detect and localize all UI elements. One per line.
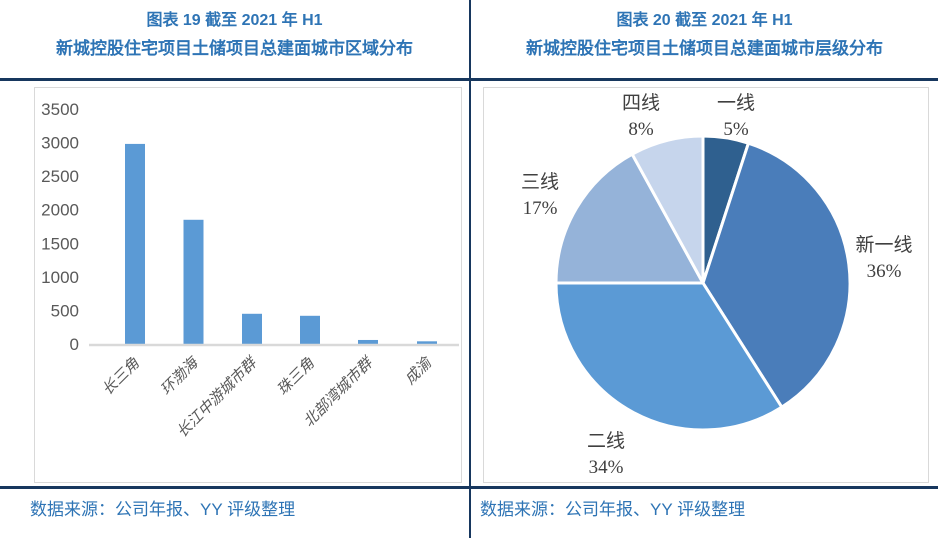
pie-slice [701,141,852,409]
y-axis-tick-label: 3000 [41,134,79,153]
pie-chart-area: 一线 5% 新一线 36% 二线 34% 三线 17% 四线 8% [483,87,929,483]
panel-divider [469,0,471,538]
figure-19-caption: 图表 19 截至 2021 年 H1 [146,12,323,29]
bar [183,219,204,344]
pie-slice [554,281,784,432]
x-axis-category-label: 珠三角 [274,354,319,399]
x-axis-category-label: 成渝 [402,353,437,388]
footer-rule-left [0,486,469,489]
y-axis-tick-label: 500 [51,301,79,320]
pie-slice-label: 四线 8% [622,92,660,140]
footer-rule-right [471,486,938,489]
y-axis-tick-label: 1000 [41,268,79,287]
pie-slice [554,152,705,285]
source-note-left: 数据来源：公司年报、YY 评级整理 [30,500,296,519]
title-rule-right [471,78,938,81]
pie-slice [630,134,705,285]
bar [242,313,262,344]
figure-20-panel: 图表 20 截至 2021 年 H1 新城控股住宅项目土储项目总建面城市层级分布… [471,0,938,538]
y-axis-tick-label: 2500 [41,167,79,186]
figure-19-panel: 图表 19 截至 2021 年 H1 新城控股住宅项目土储项目总建面城市区域分布… [0,8,469,519]
pie-slice-label: 二线 34% [587,430,625,478]
y-axis-tick-label: 2000 [41,201,79,220]
figure-20-subtitle: 新城控股住宅项目土储项目总建面城市层级分布 [526,39,883,58]
bar-chart-area: 0 500 1000 1500 2000 2500 3000 3500 长三角 环渤海 长江中游城市… [34,87,462,483]
figure-19-subtitle: 新城控股住宅项目土储项目总建面城市区域分布 [56,39,413,58]
figure-19-title: 图表 19 截至 2021 年 H1 新城控股住宅项目土储项目总建面城市区域分布 [0,8,469,64]
x-axis-category-label: 环渤海 [157,353,202,398]
y-axis-tick-label: 1500 [41,234,79,253]
bar [300,315,320,344]
y-axis-tick-label: 3500 [41,100,79,119]
pie-chart: 一线 5% 新一线 36% 二线 34% 三线 17% 四线 8% [521,92,913,478]
pie-slice-label: 新一线 36% [855,234,912,282]
bar [358,339,378,344]
y-axis-tick-label: 0 [70,335,79,354]
bar [125,143,145,344]
source-note-right: 数据来源：公司年报、YY 评级整理 [480,500,746,519]
bar [417,341,437,344]
figure-20-caption: 图表 20 截至 2021 年 H1 [616,12,793,29]
pie-slice-label: 三线 17% [521,171,559,219]
title-rule-left [0,78,469,81]
figure-20-title: 图表 20 截至 2021 年 H1 新城控股住宅项目土储项目总建面城市层级分布 [471,8,938,64]
pie-slice-label: 一线 5% [717,92,755,140]
x-axis-category-label: 长三角 [99,354,144,399]
